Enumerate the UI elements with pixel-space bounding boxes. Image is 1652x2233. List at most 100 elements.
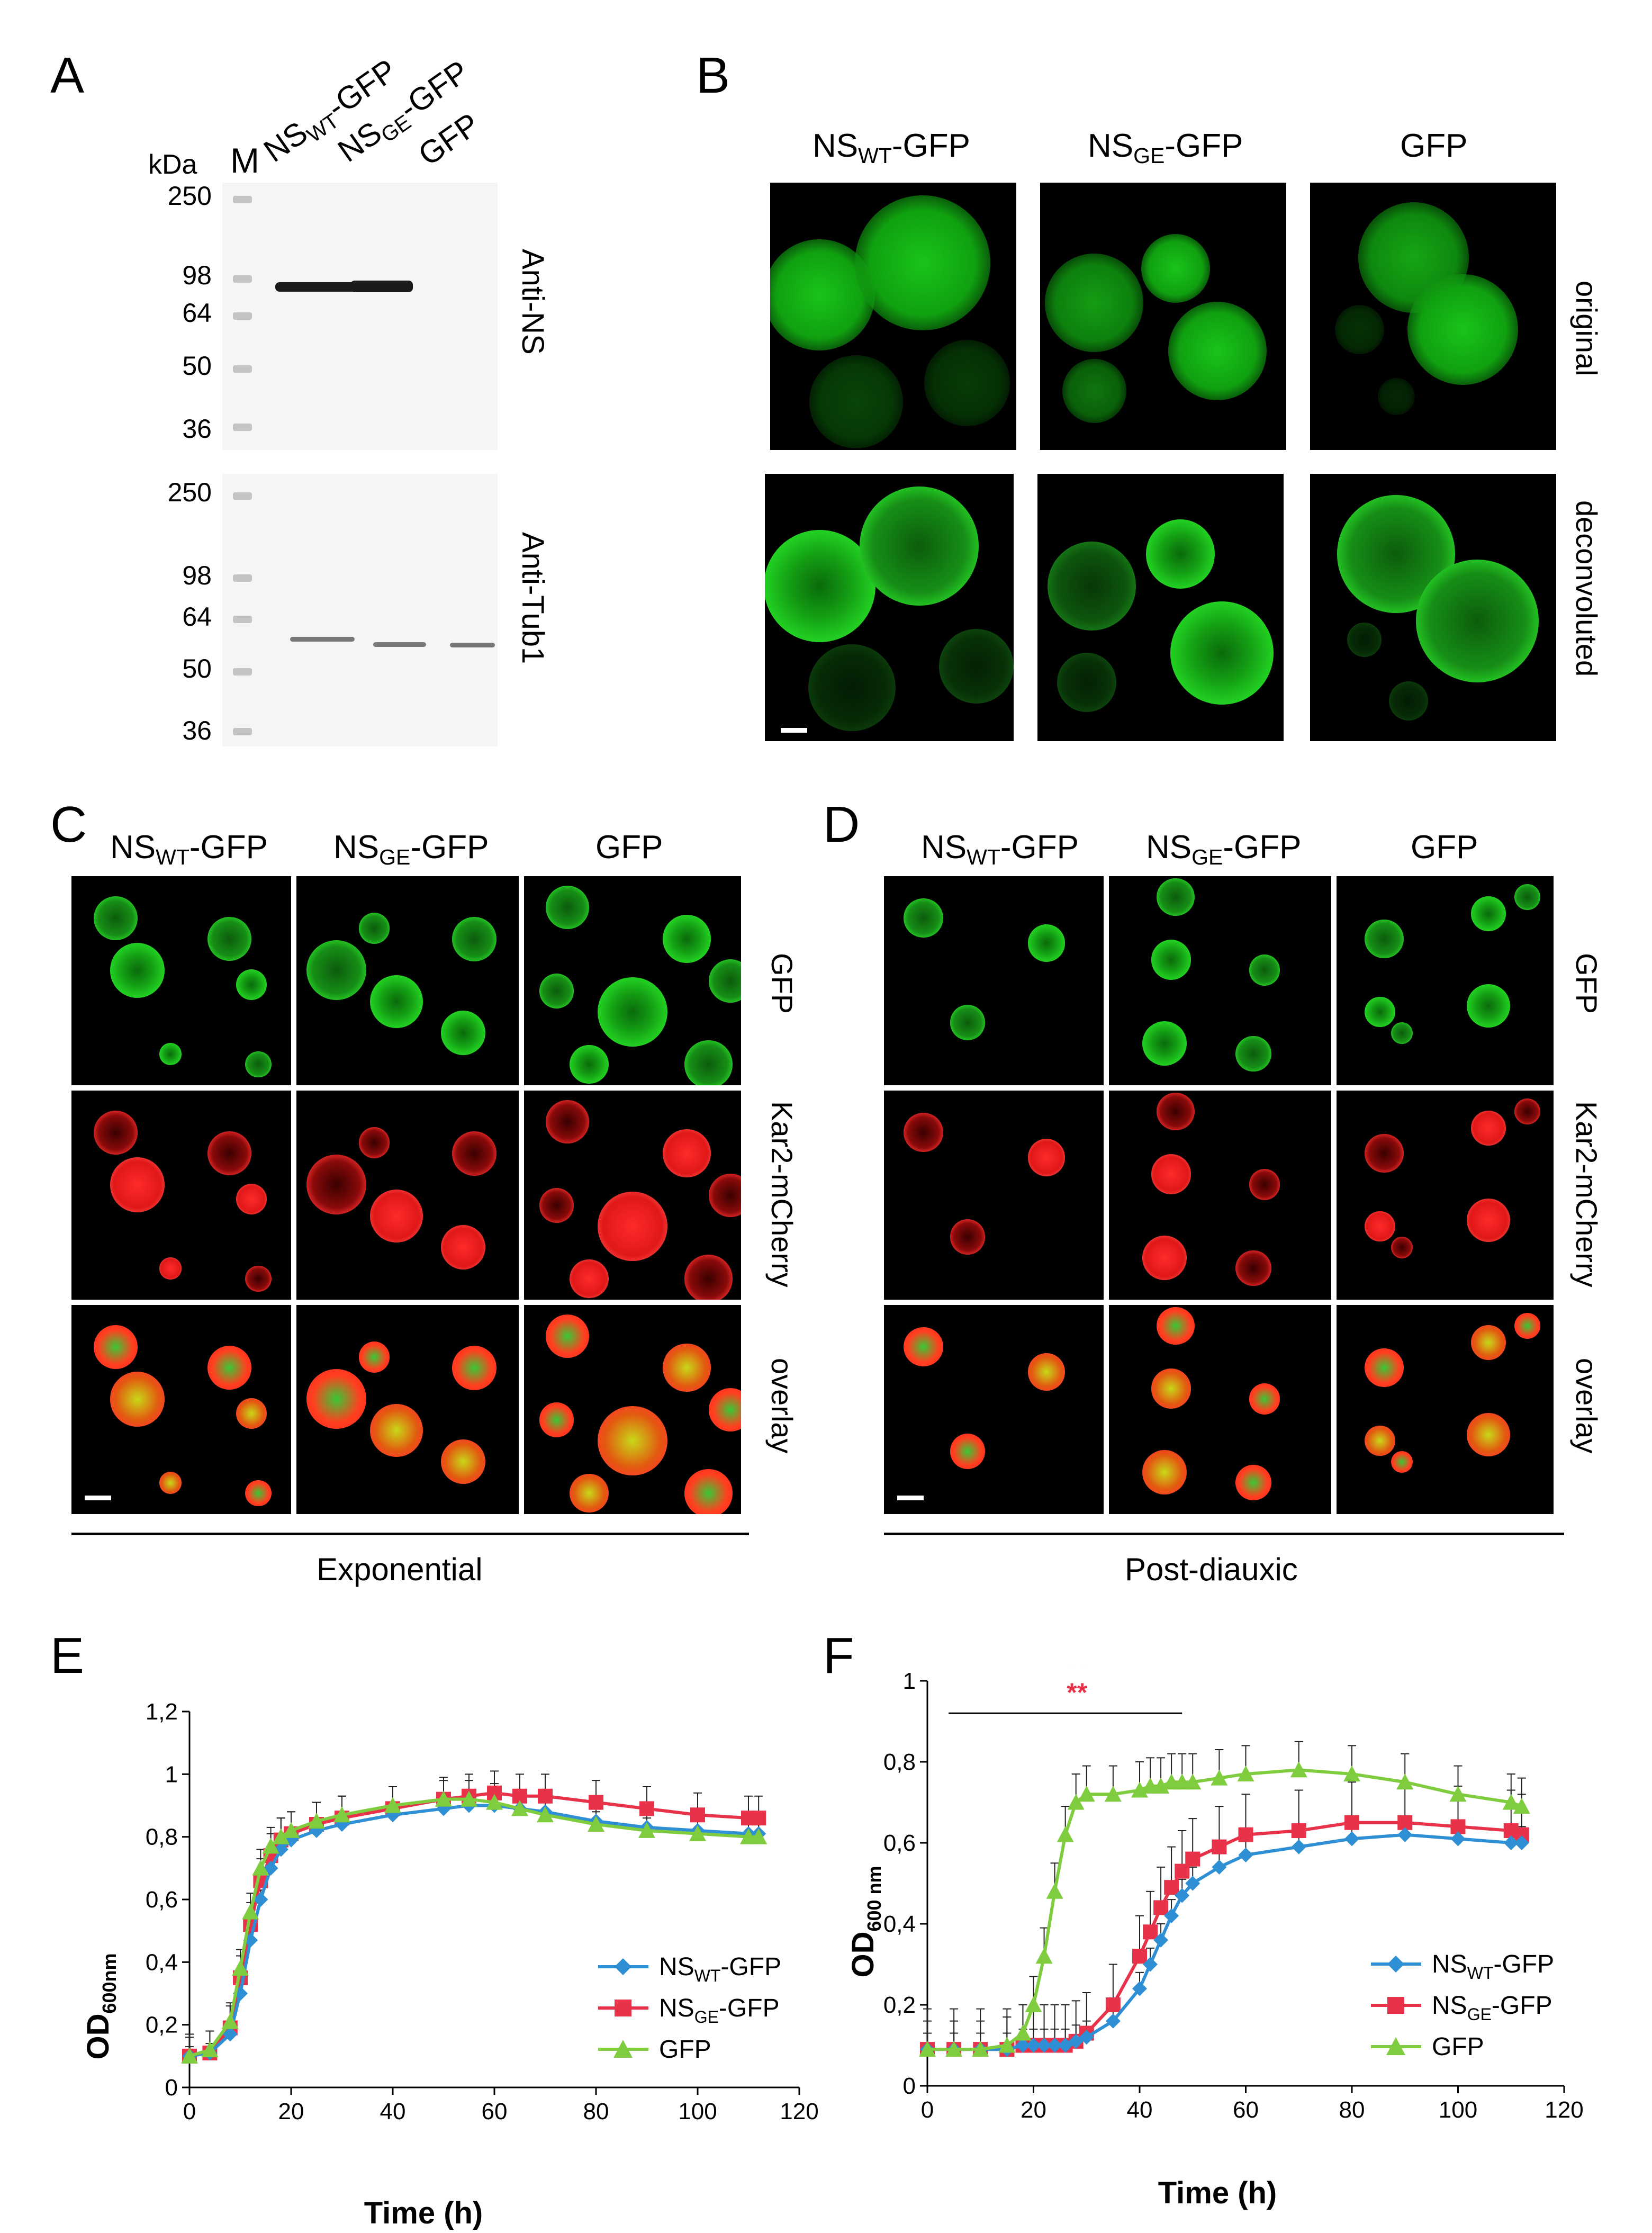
- y-tick-label: 0: [165, 2075, 178, 2101]
- data-point: [690, 1807, 705, 1823]
- legend-label: GFP: [1432, 2033, 1484, 2061]
- cell: [1334, 305, 1384, 355]
- cell: [1365, 1133, 1404, 1173]
- data-point: [461, 1790, 477, 1807]
- c-grid-col-ns-wt-main: NS: [110, 829, 156, 866]
- cell: [1467, 1198, 1510, 1242]
- data-point: [1185, 1851, 1200, 1867]
- b-col-label-gfp: GFP: [1400, 130, 1467, 167]
- c-grid-overlay-col3: [524, 1305, 741, 1514]
- mw-bottom-50: 50: [182, 654, 212, 683]
- data-point: [1344, 1815, 1359, 1830]
- cell: [207, 917, 252, 961]
- cell: [110, 942, 165, 998]
- data-point: [1212, 1859, 1227, 1875]
- ladder-band: [233, 365, 252, 373]
- scale-bar: [85, 1496, 111, 1500]
- c-grid-kar2-mcherry-col2: [296, 1091, 519, 1300]
- legend-marker: [613, 2040, 633, 2058]
- cell: [1365, 1211, 1395, 1242]
- d-grid-col-gfp: GFP: [1411, 831, 1478, 868]
- post-diauxic-bracket: [884, 1533, 1564, 1535]
- c-grid-overlay-col1: [71, 1305, 291, 1514]
- cell: [245, 1265, 272, 1292]
- d-grid-col-ns-wt-tail: -GFP: [1000, 829, 1079, 866]
- cell: [1365, 1348, 1404, 1388]
- data-point: [1132, 1981, 1147, 1996]
- legend-marker: [1387, 1956, 1404, 1973]
- scale-bar: [781, 728, 807, 733]
- cell: [207, 1131, 252, 1175]
- cell: [546, 886, 589, 930]
- b-original-gfp: [1310, 183, 1556, 450]
- b-col-label-ns-ge-gfp-main: NS: [1088, 128, 1134, 164]
- c-grid-gfp-col1: [71, 876, 291, 1085]
- data-point: [486, 1794, 503, 1810]
- b-original-ns-wt: [770, 183, 1016, 450]
- exponential-bracket: [71, 1533, 749, 1535]
- data-point: [1036, 2038, 1052, 2053]
- mw-bottom-64: 64: [182, 602, 212, 632]
- panel-label-f: F: [823, 1627, 854, 1684]
- data-point: [1014, 2024, 1032, 2041]
- data-point: [1143, 1924, 1158, 1940]
- data-point: [919, 2041, 936, 2057]
- y-tick-label: 0: [903, 2073, 916, 2099]
- cell: [1377, 378, 1415, 415]
- mw-bottom-98: 98: [182, 561, 212, 590]
- cell: [93, 1110, 138, 1155]
- d-grid-col-ns-ge-tail: -GFP: [1223, 829, 1302, 866]
- data-point: [1015, 2038, 1031, 2053]
- data-point: [1175, 1888, 1190, 1903]
- data-point: [537, 1806, 554, 1823]
- y-tick-label: 0,8: [883, 1749, 916, 1775]
- panel-label-e: E: [50, 1627, 85, 1684]
- ladder-band: [233, 616, 252, 623]
- cell: [1347, 622, 1382, 657]
- row-label-original: original: [1570, 281, 1603, 376]
- panel-label-b: B: [696, 47, 730, 104]
- c-row-label-overlay: overlay: [765, 1358, 799, 1454]
- data-point: [221, 2013, 239, 2029]
- cell: [809, 355, 904, 449]
- data-point: [1105, 1997, 1121, 2012]
- data-point: [1153, 1900, 1169, 1915]
- x-tick-label: 40: [1127, 2097, 1153, 2123]
- cell: [110, 1157, 165, 1212]
- mw-top-250: 250: [167, 181, 212, 211]
- cell: [1062, 359, 1126, 424]
- c-grid-overlay-col2: [296, 1305, 519, 1514]
- c-grid-col-ns-ge-main: NS: [333, 829, 380, 866]
- cell: [1365, 919, 1404, 959]
- y-tick-label: 1,2: [146, 1699, 178, 1725]
- cell: [708, 959, 741, 1003]
- mw-top-64: 64: [182, 298, 212, 328]
- c-grid-col-gfp: GFP: [595, 831, 663, 868]
- cell: [708, 1388, 741, 1431]
- ns-ge-band: [350, 281, 413, 292]
- cell: [159, 1043, 182, 1065]
- x-tick-label: 0: [183, 2099, 196, 2124]
- data-point: [1026, 2038, 1041, 2053]
- data-point: [253, 1892, 268, 1907]
- data-point: [1291, 1823, 1306, 1839]
- western-blot-anti-ns: [222, 183, 498, 450]
- cell: [1235, 1036, 1271, 1072]
- data-point: [588, 1816, 604, 1832]
- series-line: [189, 1797, 759, 2058]
- cell: [1168, 302, 1267, 401]
- data-point: [751, 1811, 766, 1826]
- cell: [539, 974, 574, 1009]
- data-point: [242, 1903, 259, 1920]
- cell: [1170, 601, 1274, 705]
- cell: [306, 1369, 367, 1429]
- cell: [1388, 681, 1429, 721]
- cell: [369, 975, 423, 1029]
- data-point: [1152, 1777, 1170, 1794]
- legend-marker: [615, 1958, 631, 1975]
- y-tick-label: 1: [165, 1761, 178, 1787]
- cell: [441, 1225, 485, 1270]
- d-grid-overlay-col2: [1109, 1305, 1331, 1514]
- d-grid-kar2-mcherry-col2: [1109, 1091, 1331, 1300]
- phase-label-post-diauxic: Post-diauxic: [1125, 1552, 1298, 1587]
